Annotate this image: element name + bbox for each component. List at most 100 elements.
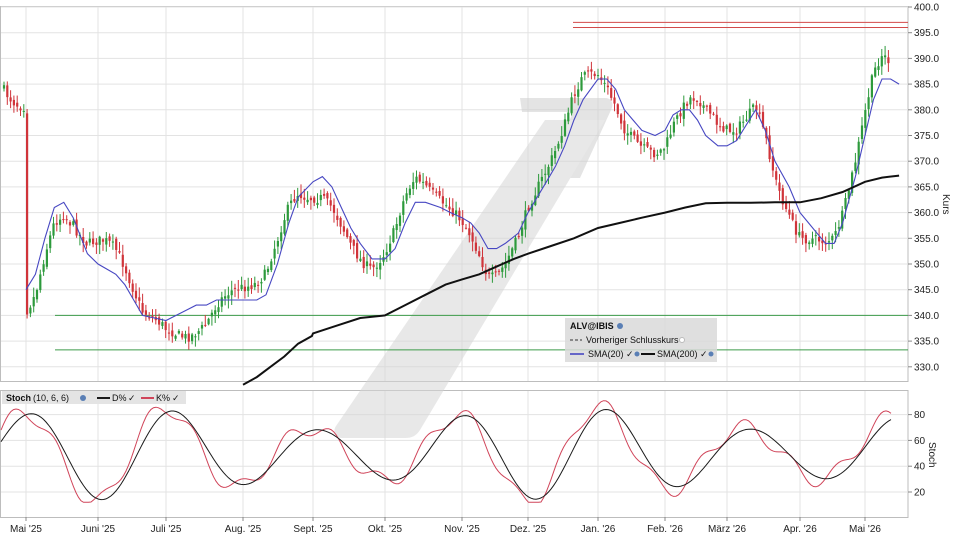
candle-body: [313, 197, 316, 203]
candle-body: [240, 284, 243, 290]
candle-body: [184, 334, 187, 339]
candle-body: [438, 191, 441, 196]
y-tick-label: 340.0: [914, 311, 939, 322]
sma20-line: [25, 78, 900, 322]
stoch-y-tick-label: 60: [914, 436, 926, 447]
candle-body: [732, 132, 735, 135]
candle-body: [174, 335, 177, 339]
candle-body: [243, 286, 246, 292]
candle-body: [844, 198, 847, 209]
candle-body: [481, 256, 484, 268]
candle-body: [85, 241, 88, 246]
candle-body: [593, 73, 596, 77]
candle-body: [389, 243, 392, 252]
candle-body: [626, 133, 629, 136]
candle-body: [814, 235, 817, 237]
candle-body: [2, 85, 6, 89]
candle-body: [497, 270, 501, 272]
candle-body: [125, 266, 128, 274]
candle-body: [488, 272, 491, 274]
stoch-legend-title: Stoch: [6, 393, 31, 403]
candle-body: [118, 251, 121, 253]
candle-body: [32, 297, 35, 307]
candle-body: [148, 317, 151, 319]
candle-body: [19, 108, 22, 111]
candle-body: [560, 136, 563, 143]
candle-body: [755, 105, 758, 111]
candle-body: [659, 149, 662, 153]
candle-body: [217, 307, 220, 313]
candle-body: [857, 141, 860, 165]
candle-body: [623, 120, 626, 134]
candle-body: [428, 182, 431, 187]
candle-body: [811, 238, 814, 244]
candle-body: [478, 251, 481, 257]
candle-body: [200, 325, 204, 329]
candle-body: [761, 111, 765, 127]
candle-body: [22, 110, 25, 112]
candle-body: [98, 236, 101, 245]
candle-body: [158, 317, 161, 325]
x-tick-label: Juni '25: [81, 524, 116, 535]
candle-body: [273, 248, 276, 259]
candle-body: [88, 238, 91, 243]
candle-body: [653, 149, 656, 158]
candle-body: [425, 180, 428, 186]
candle-body: [161, 322, 164, 326]
candle-body: [629, 131, 633, 135]
candle-body: [72, 221, 75, 225]
y-axis-main: 330.0 335.0 340.0 345.0 350.0 355.0 360.0 365.0…: [908, 3, 951, 373]
candle-body: [356, 243, 359, 259]
candle-body: [537, 181, 540, 197]
candle-body: [95, 242, 98, 245]
candle-body: [92, 238, 95, 245]
candle-body: [237, 289, 240, 291]
x-tick-label: Juli '25: [151, 524, 182, 535]
level-lines: [55, 21, 908, 351]
candle-body: [362, 256, 365, 269]
candle-body: [649, 147, 652, 150]
candle-body: [877, 66, 880, 70]
candle-body: [257, 284, 260, 286]
candle-body: [177, 330, 180, 334]
candle-body: [801, 231, 804, 238]
candle-body: [804, 235, 807, 244]
candle-body: [128, 272, 131, 284]
candle-body: [131, 283, 134, 292]
candle-body: [662, 149, 666, 151]
legend-sma20-check-icon: ✓: [626, 349, 634, 359]
watermark-logo-bar: [334, 120, 605, 438]
candle-body: [105, 238, 108, 245]
candle-body: [270, 261, 273, 271]
candle-body: [260, 281, 263, 284]
candle-body: [369, 263, 372, 266]
candle-body: [210, 312, 213, 317]
candle-body: [375, 267, 378, 269]
candles-group: [2, 45, 890, 350]
candle-body: [151, 316, 154, 318]
x-tick-label: Feb. '26: [647, 524, 683, 535]
candle-body: [280, 232, 283, 242]
candle-body: [220, 297, 223, 307]
candle-body: [181, 333, 184, 338]
candle-body: [398, 215, 402, 226]
candle-body: [540, 176, 543, 182]
candle-body: [511, 248, 514, 257]
candle-body: [748, 108, 751, 121]
candle-body: [580, 77, 583, 91]
candle-body: [768, 135, 771, 160]
candle-body: [405, 193, 408, 201]
candle-body: [590, 69, 593, 72]
candle-body: [880, 56, 883, 67]
grid-lines: [1, 6, 908, 517]
candle-body: [422, 181, 425, 183]
y-tick-label: 335.0: [914, 337, 939, 348]
candle-body: [818, 237, 821, 242]
candle-body: [583, 72, 586, 75]
candle-body: [620, 114, 623, 124]
candle-body: [854, 162, 857, 172]
candle-body: [851, 172, 854, 193]
candle-body: [870, 75, 873, 98]
candle-body: [101, 239, 105, 242]
candle-body: [808, 242, 811, 245]
